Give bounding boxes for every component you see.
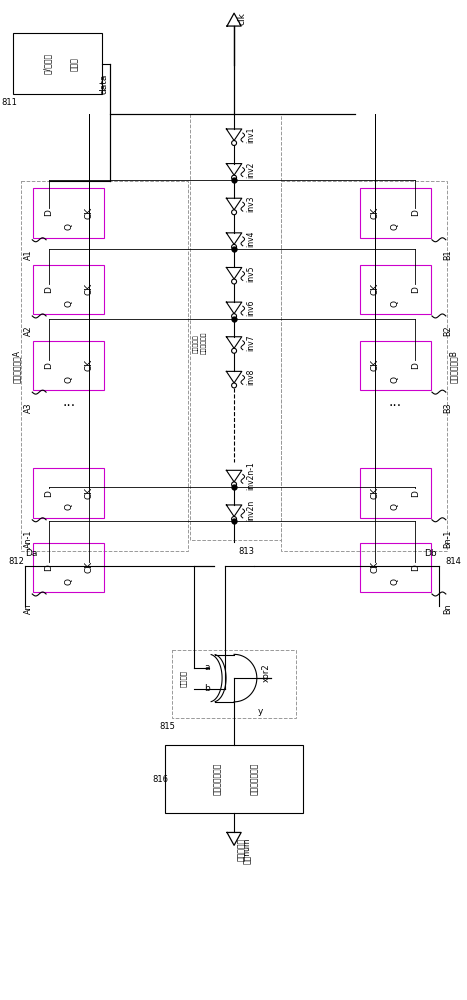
Text: 接收存储器组B: 接收存储器组B xyxy=(449,350,458,383)
Text: D: D xyxy=(411,210,420,216)
Text: 发送存储器组A: 发送存储器组A xyxy=(12,350,21,383)
Text: Q: Q xyxy=(391,376,400,383)
Text: B1: B1 xyxy=(443,250,453,260)
Text: 辐射化设施: 辐射化设施 xyxy=(193,334,199,353)
Text: D: D xyxy=(44,210,53,216)
Text: inv5: inv5 xyxy=(247,265,255,282)
Text: 比较电路: 比较电路 xyxy=(180,670,186,687)
Bar xyxy=(33,265,105,314)
Text: D: D xyxy=(44,362,53,369)
Text: CK: CK xyxy=(371,207,380,219)
Text: CK: CK xyxy=(371,487,380,499)
Bar xyxy=(172,650,297,718)
Text: An: An xyxy=(24,604,33,614)
Text: inv2n-1: inv2n-1 xyxy=(247,462,255,490)
Text: A3: A3 xyxy=(24,402,33,413)
Text: inv7: inv7 xyxy=(247,334,255,351)
Text: Q: Q xyxy=(391,223,400,230)
Text: Q: Q xyxy=(391,300,400,307)
Text: ...: ... xyxy=(62,395,75,409)
Text: inv6: inv6 xyxy=(247,300,255,316)
Text: inv2: inv2 xyxy=(247,161,255,178)
Text: xor2: xor2 xyxy=(262,664,271,682)
Text: Bn: Bn xyxy=(443,604,453,614)
Text: B2: B2 xyxy=(443,326,453,336)
Text: clk: clk xyxy=(237,12,246,25)
Text: inv2n: inv2n xyxy=(247,500,255,521)
Text: CK: CK xyxy=(371,283,380,295)
Text: D: D xyxy=(411,564,420,571)
Bar xyxy=(190,114,281,540)
Bar xyxy=(33,543,105,592)
Text: 812: 812 xyxy=(8,557,24,566)
Text: 816: 816 xyxy=(153,775,169,784)
Text: 辐射辐射网络: 辐射辐射网络 xyxy=(201,332,207,354)
Text: inv1: inv1 xyxy=(247,127,255,143)
Text: 频/低电平: 频/低电平 xyxy=(43,53,52,74)
Text: Bn-1: Bn-1 xyxy=(443,530,453,548)
Text: inv8: inv8 xyxy=(247,369,255,385)
Text: 单粒子翻转: 单粒子翻转 xyxy=(237,837,246,861)
Bar xyxy=(360,468,431,518)
Bar xyxy=(281,181,447,551)
Text: 813: 813 xyxy=(238,547,254,556)
Text: Q: Q xyxy=(64,503,73,510)
Text: CK: CK xyxy=(84,283,93,295)
Text: 次数num: 次数num xyxy=(243,837,252,864)
Text: D: D xyxy=(44,286,53,293)
Text: Q: Q xyxy=(64,223,73,230)
Text: b: b xyxy=(204,684,210,693)
Text: A2: A2 xyxy=(24,326,33,336)
Text: 发生器: 发生器 xyxy=(70,57,78,71)
Text: D: D xyxy=(411,490,420,497)
Text: 单粒子翻转计数: 单粒子翻转计数 xyxy=(250,763,259,795)
Text: 误差电平发生器: 误差电平发生器 xyxy=(213,763,222,795)
Text: An-1: An-1 xyxy=(24,530,33,548)
Text: D: D xyxy=(44,564,53,571)
Text: CK: CK xyxy=(84,359,93,371)
Bar xyxy=(21,181,188,551)
Text: y: y xyxy=(258,707,263,716)
Text: D: D xyxy=(411,362,420,369)
Text: inv4: inv4 xyxy=(247,230,255,247)
Bar xyxy=(360,265,431,314)
Bar xyxy=(33,468,105,518)
Text: CK: CK xyxy=(84,561,93,573)
Text: Q: Q xyxy=(64,300,73,307)
Text: a: a xyxy=(204,663,210,672)
Text: 814: 814 xyxy=(446,557,462,566)
Text: 815: 815 xyxy=(160,722,176,731)
Text: inv3: inv3 xyxy=(247,196,255,212)
Text: CK: CK xyxy=(371,359,380,371)
Text: D: D xyxy=(44,490,53,497)
Text: Q: Q xyxy=(391,503,400,510)
Text: ...: ... xyxy=(389,395,402,409)
Text: CK: CK xyxy=(84,487,93,499)
Text: A1: A1 xyxy=(24,250,33,260)
Bar xyxy=(33,188,105,238)
Text: B3: B3 xyxy=(443,402,453,413)
Text: D: D xyxy=(411,286,420,293)
Text: Q: Q xyxy=(391,578,400,585)
Text: 811: 811 xyxy=(1,98,17,107)
Bar xyxy=(33,341,105,390)
Text: CK: CK xyxy=(371,561,380,573)
Text: Da: Da xyxy=(25,549,38,558)
Bar xyxy=(360,543,431,592)
Text: Q: Q xyxy=(64,578,73,585)
Text: Db: Db xyxy=(425,549,437,558)
Bar xyxy=(14,33,102,94)
Text: Q: Q xyxy=(64,376,73,383)
Bar xyxy=(165,745,304,813)
Text: data: data xyxy=(99,74,108,94)
Bar xyxy=(360,188,431,238)
Bar xyxy=(360,341,431,390)
Text: CK: CK xyxy=(84,207,93,219)
